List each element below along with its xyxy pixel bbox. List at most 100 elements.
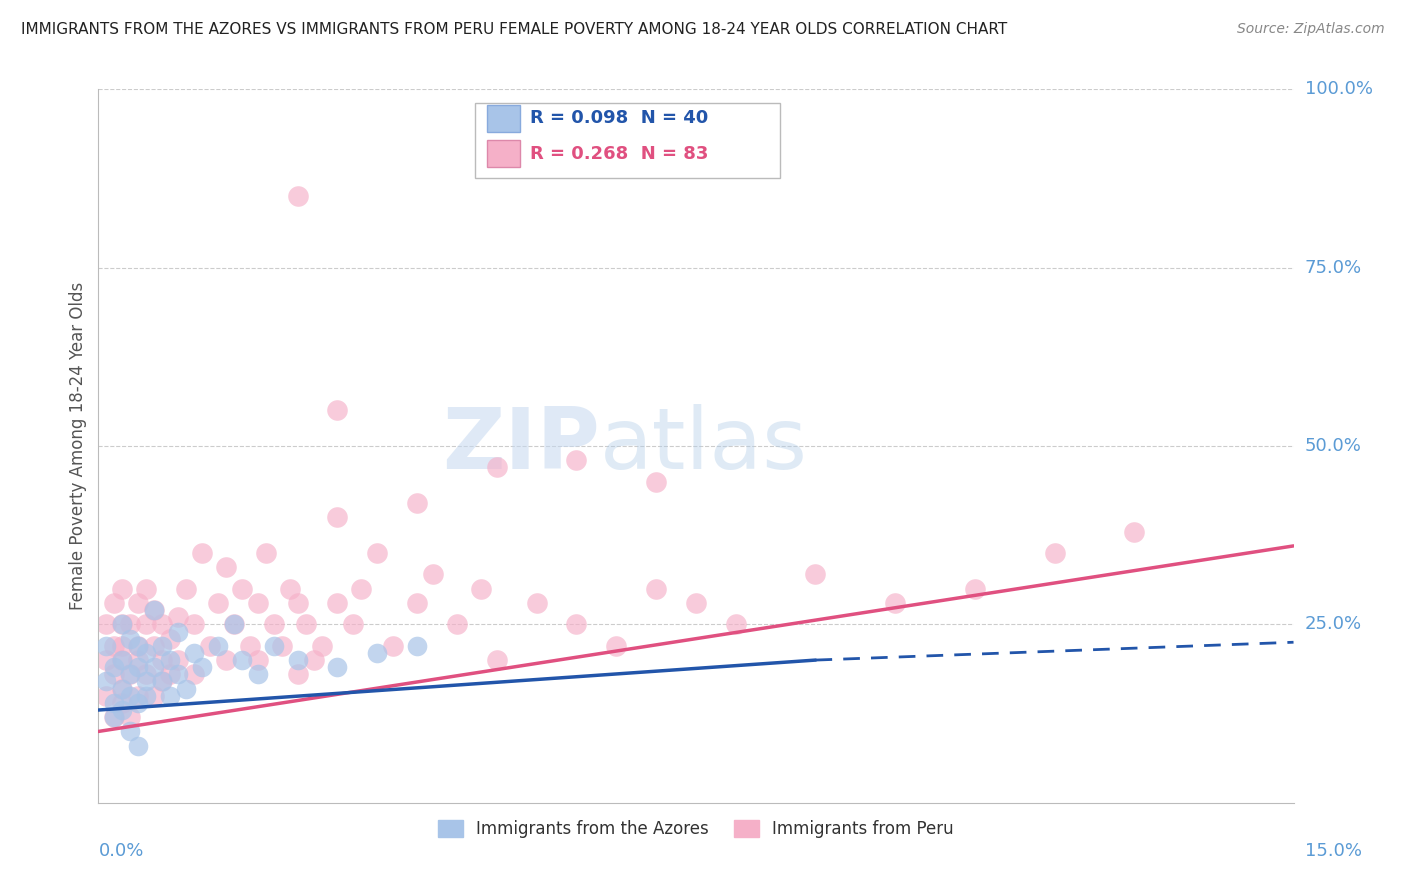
Point (127, 739, 149, 753)
Y-axis label: Female Poverty Among 18-24 Year Olds: Female Poverty Among 18-24 Year Olds (69, 282, 87, 610)
Point (159, 689, 181, 703)
Point (103, 639, 125, 653)
Point (135, 674, 157, 689)
Point (120, 632, 142, 646)
Point (159, 667, 181, 681)
Bar (486, 105, 520, 132)
Point (215, 653, 238, 667)
Point (167, 624, 190, 639)
Point (406, 596, 429, 610)
Point (143, 660, 166, 674)
Point (120, 667, 142, 681)
Text: 25.0%: 25.0% (1305, 615, 1362, 633)
Point (287, 667, 309, 681)
Point (366, 646, 388, 660)
Point (342, 617, 364, 632)
Point (143, 603, 166, 617)
Point (485, 460, 508, 475)
Point (278, 582, 301, 596)
Point (120, 724, 142, 739)
Point (263, 617, 285, 632)
Point (326, 510, 349, 524)
Point (120, 689, 142, 703)
Point (103, 710, 125, 724)
Text: 0.0%: 0.0% (98, 842, 143, 860)
Point (207, 596, 229, 610)
Text: 15.0%: 15.0% (1305, 842, 1361, 860)
Point (127, 639, 149, 653)
Point (120, 710, 142, 724)
Point (143, 639, 166, 653)
Point (96, 617, 118, 632)
Point (198, 639, 221, 653)
Point (565, 617, 588, 632)
Point (287, 653, 309, 667)
Point (111, 653, 134, 667)
Point (231, 653, 253, 667)
Point (446, 617, 468, 632)
Point (103, 710, 125, 724)
Point (246, 596, 269, 610)
Point (183, 667, 205, 681)
Point (645, 475, 668, 489)
Point (103, 667, 125, 681)
Point (127, 696, 149, 710)
Point (222, 617, 245, 632)
Point (326, 596, 349, 610)
Point (127, 653, 149, 667)
Point (246, 653, 269, 667)
Point (685, 596, 707, 610)
Point (239, 639, 262, 653)
Point (302, 653, 325, 667)
Point (150, 653, 173, 667)
Text: R = 0.268  N = 83: R = 0.268 N = 83 (530, 145, 709, 162)
Point (103, 660, 125, 674)
Bar (486, 140, 520, 167)
Point (326, 660, 349, 674)
Point (111, 639, 134, 653)
Legend: Immigrants from the Azores, Immigrants from Peru: Immigrants from the Azores, Immigrants f… (432, 813, 960, 845)
Point (127, 689, 149, 703)
Point (406, 496, 429, 510)
Point (135, 582, 157, 596)
Point (191, 660, 214, 674)
Point (287, 596, 309, 610)
Point (111, 696, 134, 710)
Point (111, 582, 134, 596)
Point (167, 667, 190, 681)
Point (111, 703, 134, 717)
Text: ZIP: ZIP (443, 404, 600, 488)
Point (159, 632, 181, 646)
Point (884, 596, 907, 610)
Point (111, 617, 134, 632)
Point (167, 610, 190, 624)
Point (350, 582, 373, 596)
Point (143, 603, 166, 617)
Point (127, 596, 149, 610)
Text: IMMIGRANTS FROM THE AZORES VS IMMIGRANTS FROM PERU FEMALE POVERTY AMONG 18-24 YE: IMMIGRANTS FROM THE AZORES VS IMMIGRANTS… (21, 22, 1007, 37)
Text: 100.0%: 100.0% (1305, 80, 1372, 98)
Text: 75.0%: 75.0% (1305, 259, 1362, 277)
Text: Source: ZipAtlas.com: Source: ZipAtlas.com (1237, 22, 1385, 37)
Point (804, 567, 827, 582)
Point (326, 403, 349, 417)
Point (111, 681, 134, 696)
Point (270, 639, 292, 653)
Point (111, 653, 134, 667)
Point (366, 546, 388, 560)
Point (294, 617, 316, 632)
Point (135, 689, 157, 703)
Point (183, 617, 205, 632)
Text: R = 0.098  N = 40: R = 0.098 N = 40 (530, 110, 709, 128)
Point (724, 617, 747, 632)
Point (311, 639, 333, 653)
Point (1123, 524, 1146, 539)
Point (526, 596, 548, 610)
Point (120, 617, 142, 632)
Text: atlas: atlas (600, 404, 808, 488)
Point (103, 596, 125, 610)
Point (135, 646, 157, 660)
Point (96, 639, 118, 653)
Point (150, 639, 173, 653)
Point (150, 617, 173, 632)
